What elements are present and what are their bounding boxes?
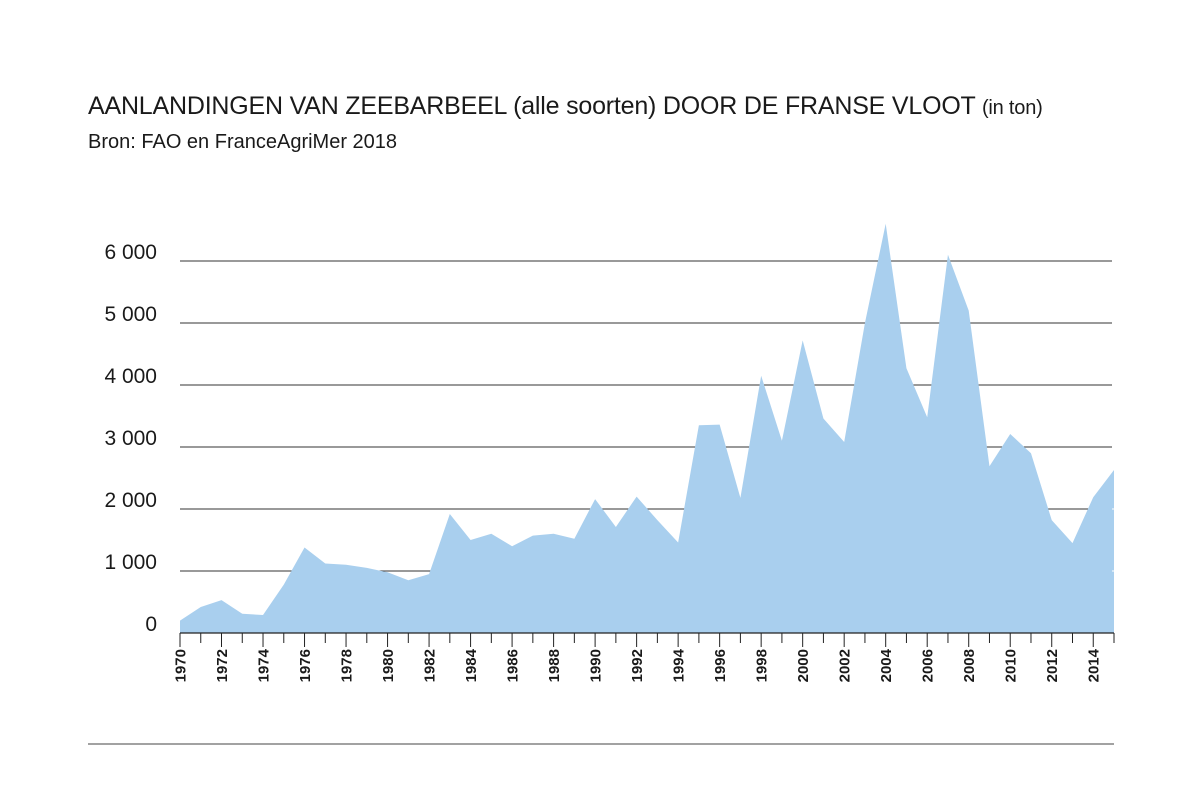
- x-tick-label: 1972: [214, 649, 231, 682]
- y-tick-label: 6 000: [104, 241, 157, 264]
- x-tick-label: 2008: [961, 649, 978, 682]
- chart-title-text: AANLANDINGEN VAN ZEEBARBEEL (alle soorte…: [88, 92, 976, 120]
- area-fill: [180, 223, 1114, 634]
- x-tick-label: 2004: [878, 648, 895, 682]
- x-tick-label: 1976: [297, 649, 314, 682]
- x-tick-label: 2000: [795, 649, 812, 682]
- area-series: [180, 223, 1114, 634]
- y-tick-label: 4 000: [104, 365, 157, 388]
- chart-title: AANLANDINGEN VAN ZEEBARBEEL (alle soorte…: [88, 92, 1043, 121]
- x-tick-label: 2002: [837, 649, 854, 682]
- y-tick-label: 5 000: [104, 303, 157, 326]
- x-tick-label: 1992: [629, 649, 646, 682]
- y-tick-label: 3 000: [104, 427, 157, 450]
- x-tick-label: 1982: [422, 649, 439, 682]
- x-tick-label: 1980: [380, 649, 397, 682]
- y-tick-label: 1 000: [104, 551, 157, 574]
- x-tick-label: 1988: [546, 649, 563, 682]
- x-tick-label: 1998: [754, 649, 771, 682]
- chart-subtitle: Bron: FAO en FranceAgriMer 2018: [88, 131, 398, 153]
- x-tick-label: 1984: [463, 648, 480, 682]
- x-tick-label: 2010: [1003, 649, 1020, 682]
- y-axis-ticks: 0 1 000 2 000 3 000 4 000 5 000 6 000: [104, 241, 157, 636]
- x-tick-label: 1970: [173, 649, 190, 682]
- x-tick-label: 1996: [712, 649, 729, 682]
- x-tick-label: 1978: [339, 649, 356, 682]
- x-tick-label: 1994: [671, 648, 688, 682]
- x-tick-label: 2012: [1044, 649, 1061, 682]
- x-tick-label: 2014: [1086, 648, 1103, 682]
- x-tick-label: 1974: [256, 648, 273, 682]
- x-tick-label: 2006: [920, 649, 937, 682]
- y-tick-label: 0: [145, 613, 157, 636]
- gridlines-overlay: [1112, 260, 1114, 572]
- x-tick-label: 1986: [505, 649, 522, 682]
- x-axis: 1970 1972 1974 1976 1978 1980 1982 1984 1986 1988…: [173, 632, 1115, 682]
- chart-title-unit: (in ton): [981, 97, 1043, 119]
- x-tick-label: 1990: [588, 649, 605, 682]
- y-tick-label: 2 000: [104, 489, 157, 512]
